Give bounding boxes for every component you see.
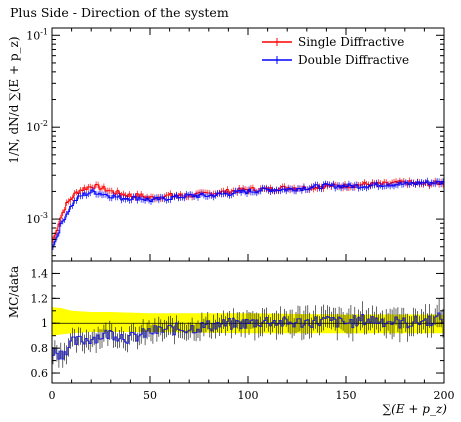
ratio-tick-label: 1.2	[31, 292, 49, 305]
y-tick-label: 10-3	[26, 211, 48, 226]
y-tick-exponent: -1	[40, 27, 48, 36]
y-tick-label: 10-1	[26, 27, 48, 42]
y-tick-exponent: -3	[40, 211, 48, 220]
y-tick-base: 10	[26, 121, 40, 134]
x-tick-label: 200	[434, 389, 455, 402]
ratio-tick-label: 0.8	[31, 342, 49, 355]
ratio-tick-label: 1.4	[31, 267, 49, 280]
x-tick-label: 150	[336, 389, 357, 402]
legend-label: Single Diffractive	[298, 35, 404, 49]
series-group	[52, 177, 444, 250]
series-single-diffractive	[52, 177, 444, 243]
legend-label: Double Diffractive	[298, 53, 409, 67]
legend: Single Diffractive Double Diffractive	[262, 35, 409, 67]
ratio-tick-label: 1	[41, 317, 48, 330]
ratio-series-group	[52, 299, 444, 368]
x-tick-label: 0	[49, 389, 56, 402]
y-tick-label: 10-2	[26, 119, 48, 134]
ratio-series-line	[52, 312, 444, 360]
y-tick-base: 10	[26, 29, 40, 42]
x-tick-label: 100	[238, 389, 259, 402]
series-double-diffractive	[52, 177, 444, 250]
y-tick-base: 10	[26, 213, 40, 226]
series-line	[52, 180, 444, 248]
ratio-series-double-diffractive	[52, 299, 444, 368]
y-tick-exponent: -2	[40, 119, 48, 128]
chart-title: Plus Side - Direction of the system	[10, 5, 229, 20]
x-tick-label: 50	[143, 389, 157, 402]
x-axis-label: ∑(E + p_z)	[382, 402, 447, 416]
ratio-tick-label: 0.6	[31, 367, 49, 380]
